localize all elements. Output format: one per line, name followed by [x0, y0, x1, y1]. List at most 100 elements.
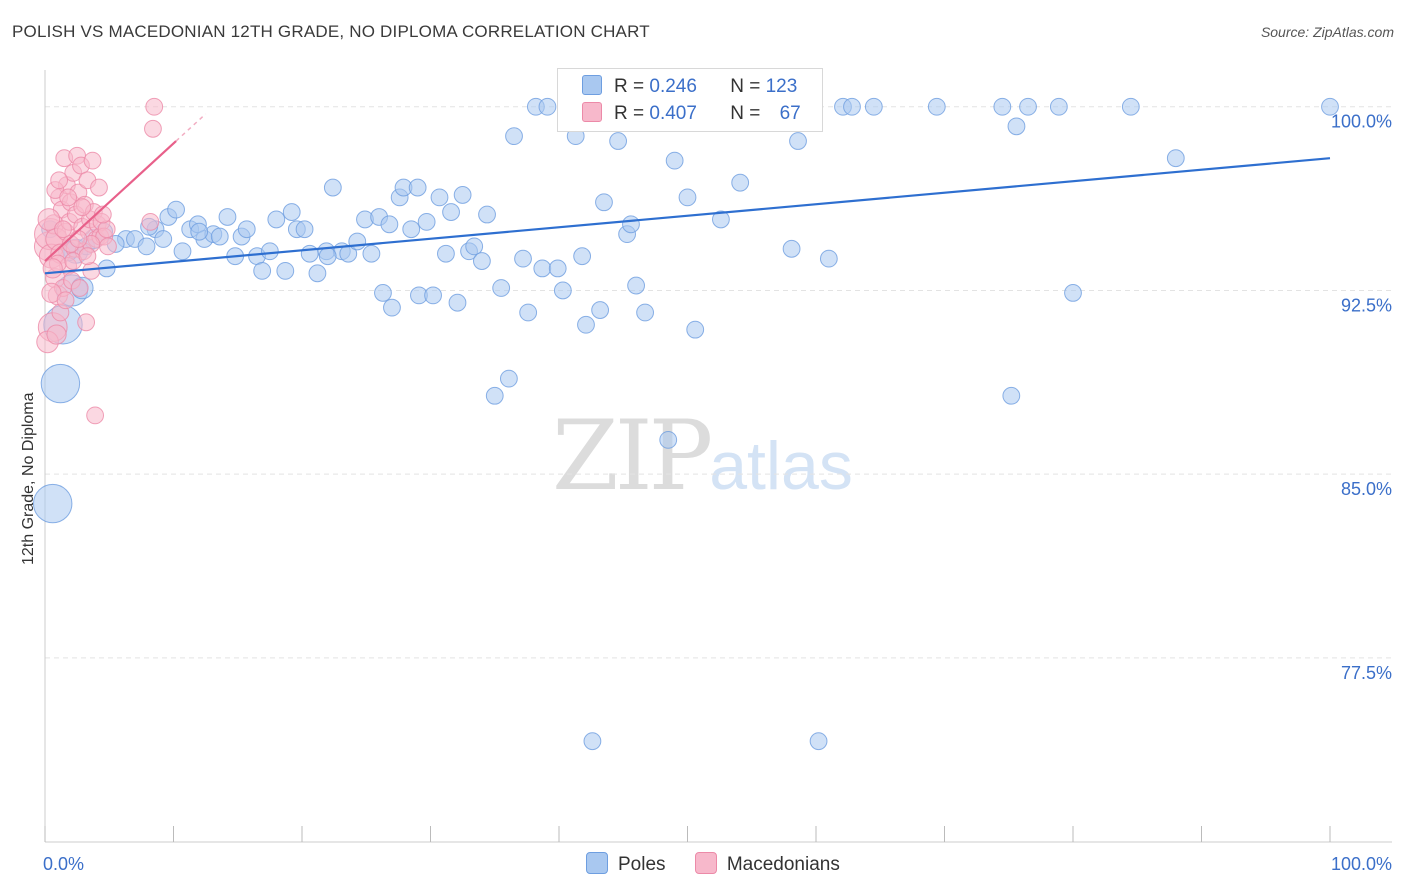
poles-point	[627, 276, 645, 295]
poles-point	[374, 284, 392, 302]
poles-point	[1166, 149, 1185, 168]
poles-point	[609, 132, 628, 150]
macedonians-swatch	[582, 102, 602, 122]
poles-point	[1049, 97, 1068, 116]
poles-point	[533, 259, 552, 278]
macedonians-point	[97, 220, 116, 239]
poles-point	[1002, 386, 1021, 405]
y-tick-label: 85.0%	[1341, 479, 1392, 499]
watermark: ZIPatlas	[552, 400, 853, 512]
poles-point	[295, 220, 314, 239]
poles-point	[519, 303, 538, 322]
x-tick-label: 100.0%	[1331, 854, 1392, 874]
poles-point	[478, 205, 496, 224]
macedonians-point	[70, 279, 89, 297]
poles-swatch	[582, 75, 602, 95]
poles-point	[809, 732, 828, 751]
poles-point	[380, 215, 399, 234]
n-label: N =	[730, 103, 761, 124]
macedonians-point	[141, 212, 160, 231]
poles-point	[492, 279, 511, 297]
watermark-atlas: atlas	[709, 428, 853, 504]
poles-point	[577, 315, 595, 334]
x-tick-label: 0.0%	[43, 854, 84, 874]
poles-point	[686, 320, 705, 339]
poles-point	[437, 244, 455, 263]
poles-point	[789, 132, 807, 150]
legend-item-macedonians[interactable]: Macedonians	[694, 852, 840, 876]
macedonians-point	[56, 291, 75, 310]
macedonians-point	[69, 230, 88, 248]
n-value: 123	[765, 76, 798, 97]
macedonians-trendline	[44, 140, 177, 262]
y-axis-label-wrap: 12th Grade, No Diploma	[20, 392, 40, 585]
source-label: Source: ZipAtlas.com	[1260, 24, 1394, 40]
macedonians-point	[144, 119, 162, 138]
poles-point	[622, 215, 640, 234]
poles-point	[1007, 117, 1026, 136]
macedonians-point	[145, 97, 164, 116]
poles-point	[430, 188, 449, 207]
poles-point	[843, 97, 861, 116]
poles-point	[499, 369, 518, 388]
n-value: 67	[779, 103, 801, 124]
poles-point	[573, 247, 592, 266]
poles-point	[712, 210, 730, 229]
poles-point	[731, 173, 750, 192]
n-label: N =	[730, 76, 761, 97]
poles-point	[591, 301, 610, 319]
poles-point	[173, 242, 192, 261]
poles-point	[348, 232, 367, 251]
poles-point	[40, 363, 81, 404]
poles-point	[218, 208, 237, 226]
poles-point	[308, 264, 327, 283]
poles-legend-label: Poles	[618, 854, 666, 875]
poles-point	[267, 210, 286, 229]
poles-point	[453, 186, 472, 204]
poles-legend-swatch	[586, 852, 608, 874]
poles-point	[190, 222, 209, 241]
poles-point	[282, 203, 301, 221]
macedonians-point	[42, 258, 63, 279]
macedonians-point	[78, 247, 97, 266]
legend-item-poles[interactable]: Poles	[586, 852, 666, 876]
series-legend: Poles Macedonians	[586, 852, 864, 876]
y-tick-label: 77.5%	[1341, 663, 1392, 683]
poles-point	[260, 242, 279, 261]
poles-point	[659, 430, 678, 449]
poles-point	[442, 203, 460, 221]
poles-point	[417, 212, 436, 231]
poles-point	[678, 188, 697, 207]
macedonians-point	[59, 188, 78, 207]
poles-point	[864, 97, 883, 116]
poles-point	[253, 261, 272, 280]
poles-point	[993, 97, 1012, 116]
poles-point	[583, 732, 602, 751]
macedonians-point	[90, 178, 108, 197]
poles-point	[210, 227, 229, 246]
poles-point	[276, 261, 295, 280]
poles-point	[33, 483, 73, 524]
poles-point	[362, 244, 381, 263]
poles-point	[782, 239, 801, 258]
poles-point	[538, 97, 557, 116]
macedonians-point	[73, 198, 92, 217]
macedonians-legend-swatch	[694, 852, 717, 874]
macedonians-legend-label: Macedonians	[726, 854, 840, 875]
poles-point	[154, 230, 173, 248]
poles-point	[819, 249, 838, 268]
poles-trendline	[44, 157, 1331, 275]
y-tick-label: 92.5%	[1341, 295, 1392, 315]
r-value: 0.407	[649, 103, 697, 124]
stats-legend: R = 0.246 N = 123 R = 0.407 N = 67	[557, 68, 823, 132]
poles-point	[383, 298, 401, 317]
macedonians-point	[83, 151, 102, 170]
macedonians-point	[54, 220, 72, 239]
poles-point	[323, 178, 342, 197]
r-value: 0.246	[649, 76, 697, 97]
legend-row-macedonians: R = 0.407 N = 67	[582, 102, 801, 126]
macedonians-point	[86, 406, 105, 425]
macedonians-point	[50, 171, 69, 190]
chart-title: POLISH VS MACEDONIAN 12TH GRADE, NO DIPL…	[12, 22, 650, 41]
poles-point	[167, 200, 185, 219]
